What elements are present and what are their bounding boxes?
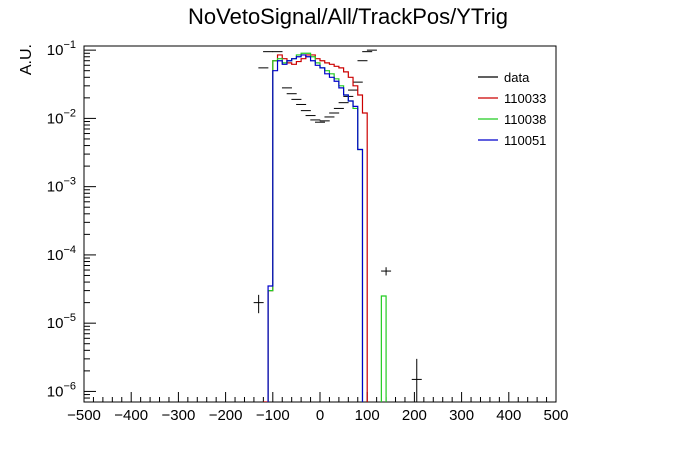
plot-area: −500 −400 −300 −200 −100 0 100 200 300 400 500 10−6…: [47, 39, 569, 424]
x-tick-label: 300: [449, 407, 474, 424]
y-tick-label: 10−3: [47, 176, 76, 196]
x-tick-label: 0: [316, 407, 324, 424]
x-tick-label: 500: [543, 407, 568, 424]
legend: data 110033 110038 110051: [478, 70, 546, 148]
series-110038-step: [267, 52, 387, 402]
y-tick-exponent: −3: [63, 176, 76, 188]
x-tick-label: 400: [496, 407, 521, 424]
y-tick-label: 10−5: [47, 312, 76, 332]
y-tick-exponent: −2: [63, 107, 76, 119]
plot-series: [253, 49, 422, 402]
x-tick-label: −200: [209, 407, 243, 424]
x-tick-label: −500: [67, 407, 101, 424]
x-tick-label: 100: [355, 407, 380, 424]
y-tick-exponent: −4: [63, 244, 76, 256]
y-tick-exponent: −5: [63, 312, 76, 324]
chart-title: NoVetoSignal/All/TrackPos/YTrig: [188, 4, 508, 29]
series-110051-step: [267, 54, 364, 402]
x-tick-label: −400: [114, 407, 148, 424]
y-tick-label: 10−4: [47, 244, 76, 264]
legend-label-110033: 110033: [504, 91, 546, 106]
y-axis-label: A.U.: [18, 44, 35, 75]
series-110033-step: [263, 54, 368, 402]
x-tick-label: −100: [256, 407, 290, 424]
legend-label-data: data: [504, 70, 530, 85]
legend-label-110051: 110051: [504, 133, 546, 148]
x-tick-label: 200: [402, 407, 427, 424]
y-tick-exponent: −1: [63, 39, 76, 51]
y-tick-label: 10−2: [47, 107, 76, 127]
plot-frame: [83, 45, 557, 403]
x-tick-label: −300: [162, 407, 196, 424]
legend-label-110038: 110038: [504, 112, 546, 127]
y-tick-exponent: −6: [63, 380, 76, 392]
y-tick-label: 10−6: [47, 380, 76, 400]
y-tick-label: 10−1: [47, 39, 76, 59]
